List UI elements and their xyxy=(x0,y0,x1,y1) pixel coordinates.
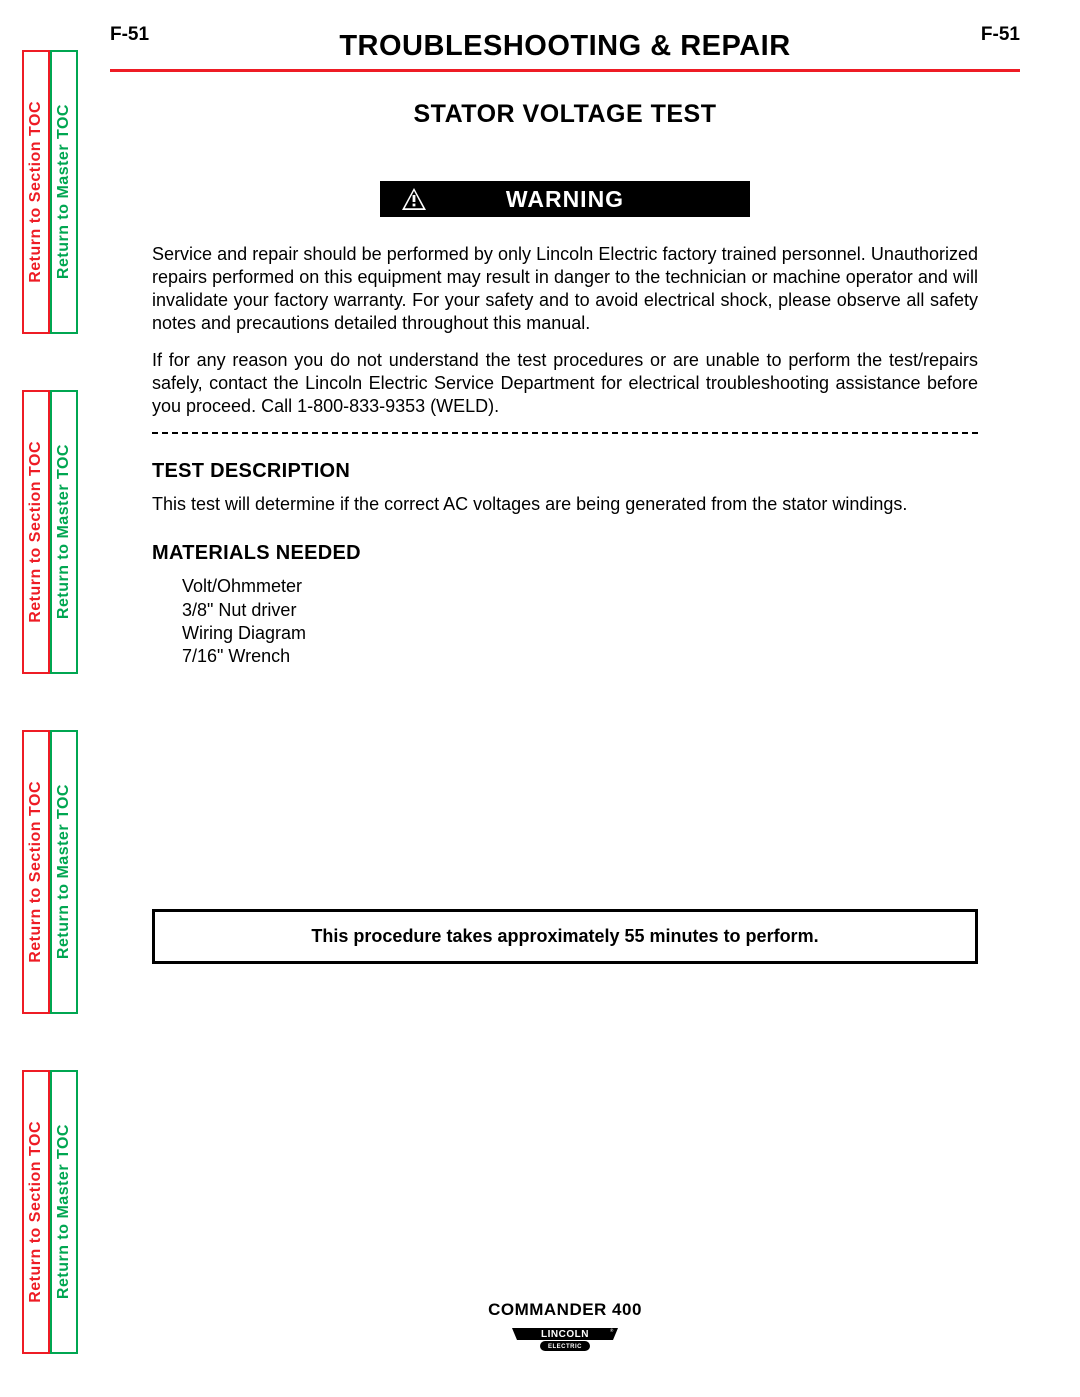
materials-list: Volt/Ohmmeter 3/8" Nut driver Wiring Dia… xyxy=(182,575,978,669)
divider-dashed xyxy=(152,432,978,434)
materials-item: Wiring Diagram xyxy=(182,622,978,645)
logo-brand-bottom: ELECTRIC xyxy=(548,1344,582,1350)
page-content: F-51 TROUBLESHOOTING & REPAIR F-51 STATO… xyxy=(110,24,1020,1397)
page-number-left: F-51 xyxy=(110,24,149,46)
return-section-toc-label: Return to Section TOC xyxy=(27,101,45,283)
materials-item: 7/16" Wrench xyxy=(182,645,978,668)
materials-item: Volt/Ohmmeter xyxy=(182,575,978,598)
test-description-heading: TEST DESCRIPTION xyxy=(152,460,978,483)
warning-paragraph-2: If for any reason you do not understand … xyxy=(152,349,978,418)
warning-triangle-icon xyxy=(402,188,426,210)
body-block: Service and repair should be performed b… xyxy=(152,243,978,669)
return-section-toc-label: Return to Section TOC xyxy=(27,1121,45,1303)
return-section-toc-tab[interactable]: Return to Section TOC xyxy=(22,390,50,674)
return-master-toc-label: Return to Master TOC xyxy=(55,784,73,959)
duration-note-text: This procedure takes approximately 55 mi… xyxy=(311,926,818,946)
warning-paragraph-1: Service and repair should be performed b… xyxy=(152,243,978,335)
page-number-right: F-51 xyxy=(981,24,1020,46)
return-master-toc-tab[interactable]: Return to Master TOC xyxy=(50,50,78,334)
side-tabs: Return to Section TOC Return to Master T… xyxy=(22,50,76,1367)
return-section-toc-tab[interactable]: Return to Section TOC xyxy=(22,730,50,1014)
duration-note-box: This procedure takes approximately 55 mi… xyxy=(152,909,978,964)
return-section-toc-label: Return to Section TOC xyxy=(27,781,45,963)
section-title: TROUBLESHOOTING & REPAIR xyxy=(339,30,790,63)
return-section-toc-tab[interactable]: Return to Section TOC xyxy=(22,1070,50,1354)
warning-label: WARNING xyxy=(506,186,624,213)
lincoln-electric-logo-icon: LINCOLN ® ELECTRIC xyxy=(510,1326,620,1356)
return-master-toc-tab[interactable]: Return to Master TOC xyxy=(50,1070,78,1354)
logo-brand-top: LINCOLN xyxy=(541,1329,589,1340)
return-master-toc-tab[interactable]: Return to Master TOC xyxy=(50,730,78,1014)
return-master-toc-label: Return to Master TOC xyxy=(55,104,73,279)
page-header: F-51 TROUBLESHOOTING & REPAIR F-51 xyxy=(110,24,1020,63)
test-title: STATOR VOLTAGE TEST xyxy=(110,100,1020,129)
page-footer: COMMANDER 400 LINCOLN ® ELECTRIC xyxy=(110,1300,1020,1361)
return-master-toc-label: Return to Master TOC xyxy=(55,1124,73,1299)
test-description-text: This test will determine if the correct … xyxy=(152,493,978,516)
header-rule xyxy=(110,69,1020,72)
return-section-toc-tab[interactable]: Return to Section TOC xyxy=(22,50,50,334)
materials-item: 3/8" Nut driver xyxy=(182,599,978,622)
manual-page: Return to Section TOC Return to Master T… xyxy=(0,0,1080,1397)
return-master-toc-tab[interactable]: Return to Master TOC xyxy=(50,390,78,674)
footer-model: COMMANDER 400 xyxy=(110,1300,1020,1320)
materials-heading: MATERIALS NEEDED xyxy=(152,542,978,565)
return-master-toc-label: Return to Master TOC xyxy=(55,444,73,619)
warning-bar: WARNING xyxy=(380,181,750,217)
return-section-toc-label: Return to Section TOC xyxy=(27,441,45,623)
